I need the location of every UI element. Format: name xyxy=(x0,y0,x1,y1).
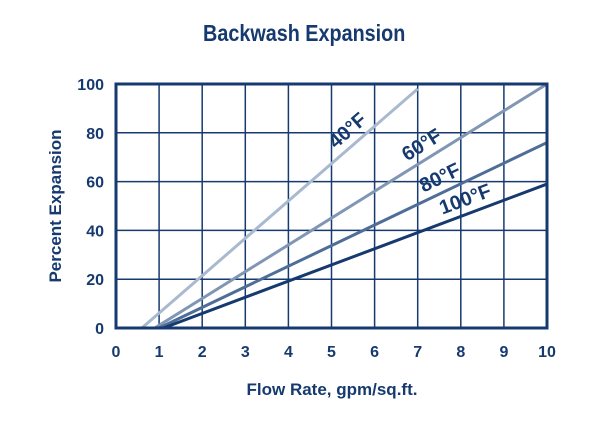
plot-frame xyxy=(114,82,549,330)
x-tick-label: 5 xyxy=(327,344,336,361)
x-tick-label: 2 xyxy=(198,344,207,361)
x-tick-label: 9 xyxy=(499,344,508,361)
x-tick-label: 4 xyxy=(284,344,293,361)
x-axis-label: Flow Rate, gpm/sq.ft. xyxy=(247,380,418,399)
x-tick-label: 6 xyxy=(370,344,379,361)
series-line-3 xyxy=(162,182,548,330)
y-tick-label: 40 xyxy=(86,223,104,240)
series-label: 60°F xyxy=(398,125,446,166)
series-lines xyxy=(140,82,548,330)
x-tick-label: 10 xyxy=(538,344,556,361)
x-tick-label: 3 xyxy=(241,344,250,361)
x-axis-ticks: 0 1 2 3 4 5 6 7 8 9 10 xyxy=(112,344,556,361)
y-tick-label: 20 xyxy=(86,272,104,289)
x-tick-label: 1 xyxy=(155,344,164,361)
y-axis-ticks: 0 20 40 60 80 100 xyxy=(77,77,104,338)
y-tick-label: 100 xyxy=(77,77,104,94)
series-line-1 xyxy=(153,82,548,330)
y-tick-label: 0 xyxy=(95,321,104,338)
x-tick-label: 7 xyxy=(413,344,422,361)
y-tick-label: 60 xyxy=(86,175,104,192)
x-tick-label: 8 xyxy=(456,344,465,361)
series-line-0 xyxy=(140,87,419,330)
chart-title: Backwash Expansion xyxy=(203,20,406,46)
series-line-2 xyxy=(158,141,548,330)
y-axis-label: Percent Expansion xyxy=(46,129,65,282)
x-tick-label: 0 xyxy=(112,344,121,361)
y-tick-label: 80 xyxy=(86,126,104,143)
grid xyxy=(115,83,548,329)
